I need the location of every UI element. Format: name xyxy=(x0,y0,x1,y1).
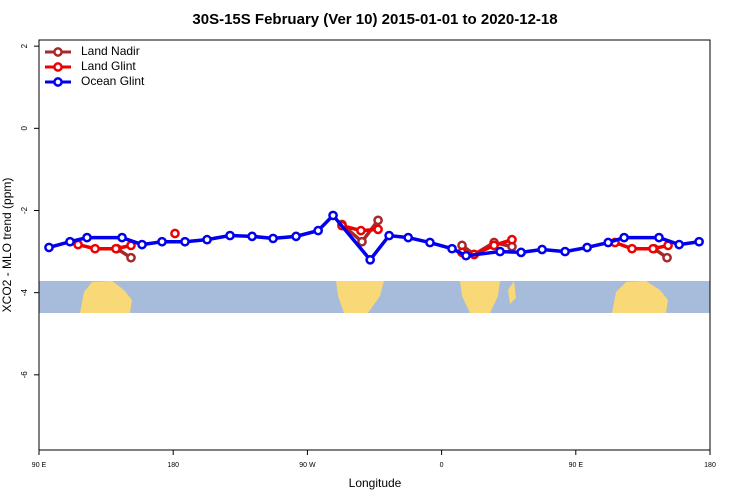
data-point xyxy=(357,236,367,247)
map-strip xyxy=(39,281,710,313)
data-point xyxy=(425,237,435,248)
data-point xyxy=(137,239,147,250)
data-point xyxy=(516,247,526,258)
y-tick-label: -6 xyxy=(20,371,29,379)
data-point xyxy=(291,231,301,242)
land xyxy=(460,281,500,313)
land xyxy=(612,281,668,313)
x-tick-label: 90 E xyxy=(569,462,584,469)
x-tick-label: 90 E xyxy=(32,462,47,469)
x-tick-label: 180 xyxy=(704,462,716,469)
data-point xyxy=(65,236,75,247)
x-axis-label: Longitude xyxy=(349,476,402,490)
data-point xyxy=(111,243,121,254)
data-point xyxy=(582,242,592,253)
data-point xyxy=(365,254,376,265)
data-point xyxy=(495,246,505,257)
data-point xyxy=(225,230,235,241)
data-point xyxy=(373,215,383,226)
legend-marker xyxy=(53,47,63,57)
data-point xyxy=(627,243,637,254)
data-point xyxy=(619,232,629,243)
x-tick-label: 0 xyxy=(440,462,444,469)
y-tick-label: 0 xyxy=(20,126,29,131)
data-point xyxy=(247,231,257,242)
land xyxy=(508,281,516,304)
data-point xyxy=(654,232,664,243)
data-point xyxy=(180,236,190,247)
data-point xyxy=(82,232,92,243)
land xyxy=(336,281,384,313)
y-tick-label: -4 xyxy=(20,289,29,297)
data-point xyxy=(403,232,414,243)
data-point xyxy=(328,210,338,221)
data-point xyxy=(447,243,457,254)
x-tick-label: 180 xyxy=(167,462,179,469)
data-point xyxy=(674,239,684,250)
chart-title: 30S-15S February (Ver 10) 2015-01-01 to … xyxy=(192,11,557,28)
data-point xyxy=(648,243,658,254)
x-tick-label: 90 W xyxy=(299,462,316,469)
data-point xyxy=(44,242,54,253)
data-point xyxy=(313,225,323,236)
y-tick-label: 2 xyxy=(20,43,29,48)
data-point xyxy=(157,236,167,247)
legend-label: Land Glint xyxy=(81,59,136,73)
data-point xyxy=(507,234,517,245)
data-point xyxy=(384,230,394,241)
data-point xyxy=(603,237,614,248)
legend-label: Land Nadir xyxy=(81,44,140,58)
data-point xyxy=(126,252,136,263)
data-point xyxy=(90,243,100,254)
plot-frame xyxy=(38,39,711,451)
data-point xyxy=(560,246,570,257)
data-point xyxy=(489,240,499,251)
data-point xyxy=(117,232,127,243)
data-point xyxy=(694,236,704,247)
data-point xyxy=(202,234,212,245)
legend-label: Ocean Glint xyxy=(81,74,145,88)
land xyxy=(80,281,132,313)
data-point xyxy=(461,250,471,261)
data-point xyxy=(268,233,278,244)
data-point xyxy=(373,224,383,235)
legend-marker xyxy=(53,77,63,87)
legend-marker xyxy=(53,62,63,72)
data-point xyxy=(356,225,366,236)
data-point xyxy=(537,244,547,255)
y-axis-label: XCO2 - MLO trend (ppm) xyxy=(0,178,14,313)
y-tick-label: -2 xyxy=(20,206,29,214)
data-point xyxy=(170,228,180,239)
data-point xyxy=(662,252,672,263)
